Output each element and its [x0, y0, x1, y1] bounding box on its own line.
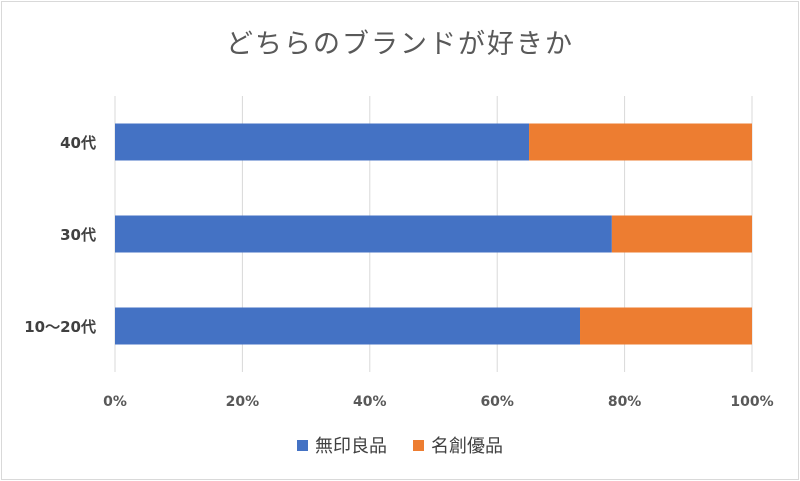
- legend-item-muji: 無印良品: [297, 432, 387, 458]
- category-label-0: 40代: [60, 134, 96, 152]
- bar-miniso-0: [529, 123, 752, 161]
- category-label-1: 30代: [60, 226, 96, 244]
- bar-muji-2: [115, 307, 581, 345]
- legend-label-miniso: 名創優品: [431, 436, 503, 457]
- x-tick-label-5: 100%: [730, 394, 773, 410]
- chart-legend: 無印良品 名創優品: [0, 432, 800, 458]
- chart-title: どちらのブランドが好きか: [226, 29, 574, 60]
- legend-swatch-miniso: [413, 439, 424, 451]
- legend-item-miniso: 名創優品: [413, 432, 503, 458]
- bar-muji-0: [115, 123, 530, 161]
- bar-muji-1: [115, 215, 612, 253]
- x-tick-label-3: 60%: [480, 394, 514, 410]
- x-tick-label-2: 40%: [353, 394, 387, 410]
- bar-miniso-1: [611, 215, 752, 253]
- x-tick-label-4: 80%: [608, 394, 642, 410]
- x-tick-label-1: 20%: [226, 394, 260, 410]
- x-tick-label-0: 0%: [103, 394, 127, 410]
- bar-miniso-2: [580, 307, 752, 345]
- legend-swatch-muji: [297, 439, 308, 451]
- category-label-2: 10～20代: [24, 318, 96, 336]
- legend-label-muji: 無印良品: [315, 436, 387, 457]
